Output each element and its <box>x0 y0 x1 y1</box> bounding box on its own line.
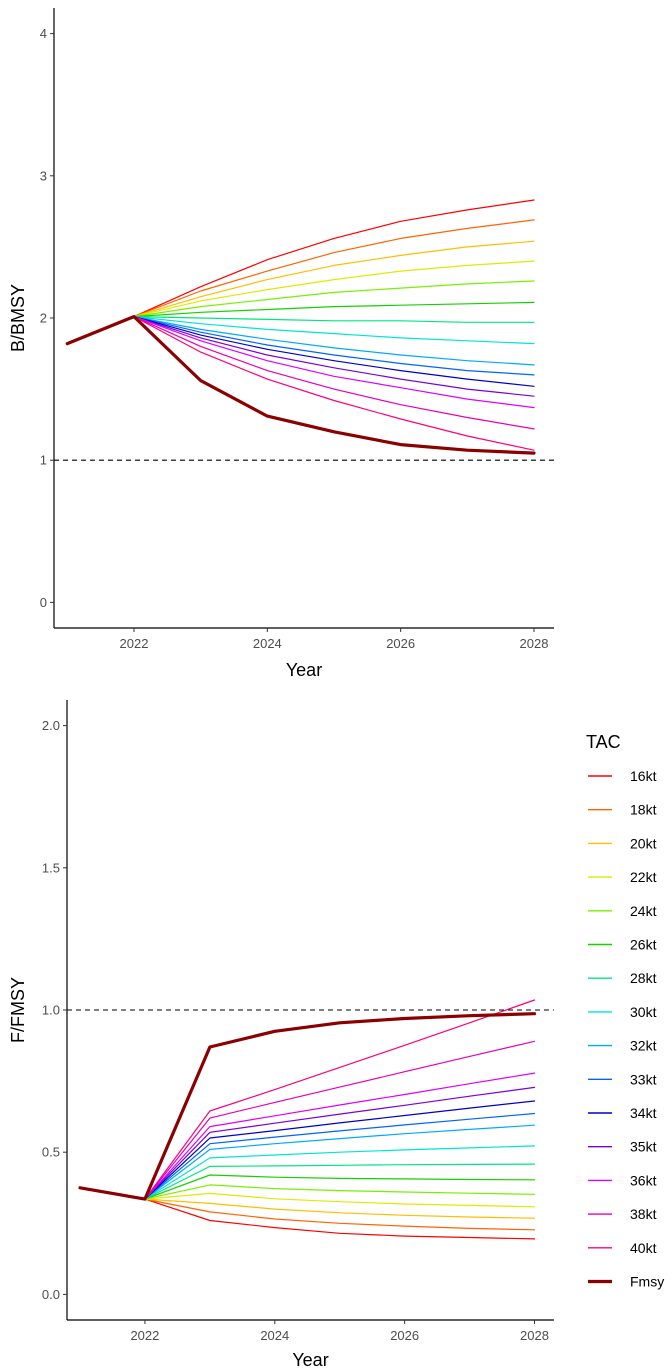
legend-label: 36kt <box>630 1172 657 1188</box>
x-tick-label: 2028 <box>520 636 549 651</box>
y-tick-label: 1.0 <box>42 1003 60 1018</box>
series-line-40kt <box>79 999 536 1200</box>
y-tick-label: 3 <box>40 168 47 183</box>
series-line-36kt <box>79 1072 536 1200</box>
series-line-33kt <box>79 1112 536 1200</box>
series-line-35kt <box>79 1086 536 1200</box>
series-line-33kt <box>66 316 535 376</box>
series-line-18kt <box>66 219 535 345</box>
series-line-26kt <box>66 301 535 345</box>
series-line-28kt <box>79 1163 536 1200</box>
fishing-mortality-panel: 0.0 0.5 1.0 1.5 2.0 2022 2024 2026 2028 Year F/FMS… <box>8 700 554 1370</box>
y-tick-label: 1 <box>40 453 47 468</box>
y-axis-title: B/BMSY <box>8 284 28 352</box>
legend-label: 33kt <box>630 1071 657 1087</box>
legend-label: 20kt <box>630 835 657 851</box>
x-tick-label: 2022 <box>130 1328 159 1343</box>
legend: TAC 16kt 18kt 20kt 22kt 24kt 26kt 28kt 30kt 32kt… <box>586 732 664 1290</box>
series-line-fmsy <box>65 315 536 455</box>
series-line-16kt <box>66 199 535 345</box>
series-line-22kt <box>66 260 535 345</box>
series-line-20kt <box>66 240 535 345</box>
y-tick-label: 2 <box>40 311 47 326</box>
legend-label: 24kt <box>630 903 657 919</box>
series-line-fmsy <box>78 1012 537 1201</box>
series-line-26kt <box>79 1174 536 1200</box>
x-tick-label: 2024 <box>253 636 282 651</box>
y-tick-label: 0.5 <box>42 1145 60 1160</box>
legend-label: 38kt <box>630 1206 657 1222</box>
biomass-panel: 0 1 2 3 4 2022 2024 2026 2028 Year B/BMSY <box>8 8 554 680</box>
x-tick-label: 2028 <box>520 1328 549 1343</box>
legend-label: Fmsy <box>630 1274 664 1290</box>
x-tick-label: 2024 <box>260 1328 289 1343</box>
y-tick-label: 4 <box>40 26 47 41</box>
y-tick-label: 1.5 <box>42 860 60 875</box>
x-axis-title: Year <box>292 1350 328 1370</box>
series-line-36kt <box>66 316 535 409</box>
legend-label: 16kt <box>630 768 657 784</box>
series-line-38kt <box>79 1040 536 1200</box>
x-tick-label: 2022 <box>120 636 149 651</box>
series-line-34kt <box>79 1100 536 1200</box>
y-axis-title: F/FMSY <box>8 977 28 1043</box>
legend-label: 26kt <box>630 937 657 953</box>
series-line-34kt <box>66 316 535 387</box>
series-line-30kt <box>79 1145 536 1200</box>
series-line-22kt <box>79 1187 536 1208</box>
series-line-30kt <box>66 316 535 345</box>
y-tick-label: 2.0 <box>42 718 60 733</box>
series-line-24kt <box>66 280 535 345</box>
legend-label: 35kt <box>630 1139 657 1155</box>
series-line-35kt <box>66 316 535 397</box>
x-axis-title: Year <box>286 660 322 680</box>
legend-label: 22kt <box>630 869 657 885</box>
legend-label: 32kt <box>630 1038 657 1054</box>
legend-label: 34kt <box>630 1105 657 1121</box>
legend-label: 28kt <box>630 970 657 986</box>
series-line-24kt <box>79 1184 536 1200</box>
series-line-28kt <box>66 316 535 345</box>
x-tick-label: 2026 <box>390 1328 419 1343</box>
y-tick-label: 0.0 <box>42 1287 60 1302</box>
series-line-20kt <box>79 1187 536 1219</box>
legend-title: TAC <box>586 732 621 752</box>
y-tick-label: 0 <box>40 595 47 610</box>
series-line-16kt <box>79 1187 536 1240</box>
legend-label: 18kt <box>630 802 657 818</box>
series-line-38kt <box>66 316 535 430</box>
legend-label: 40kt <box>630 1240 657 1256</box>
x-tick-label: 2026 <box>386 636 415 651</box>
series-line-32kt <box>79 1124 536 1200</box>
legend-label: 30kt <box>630 1004 657 1020</box>
series-line-40kt <box>66 316 535 451</box>
series-line-18kt <box>79 1187 536 1231</box>
